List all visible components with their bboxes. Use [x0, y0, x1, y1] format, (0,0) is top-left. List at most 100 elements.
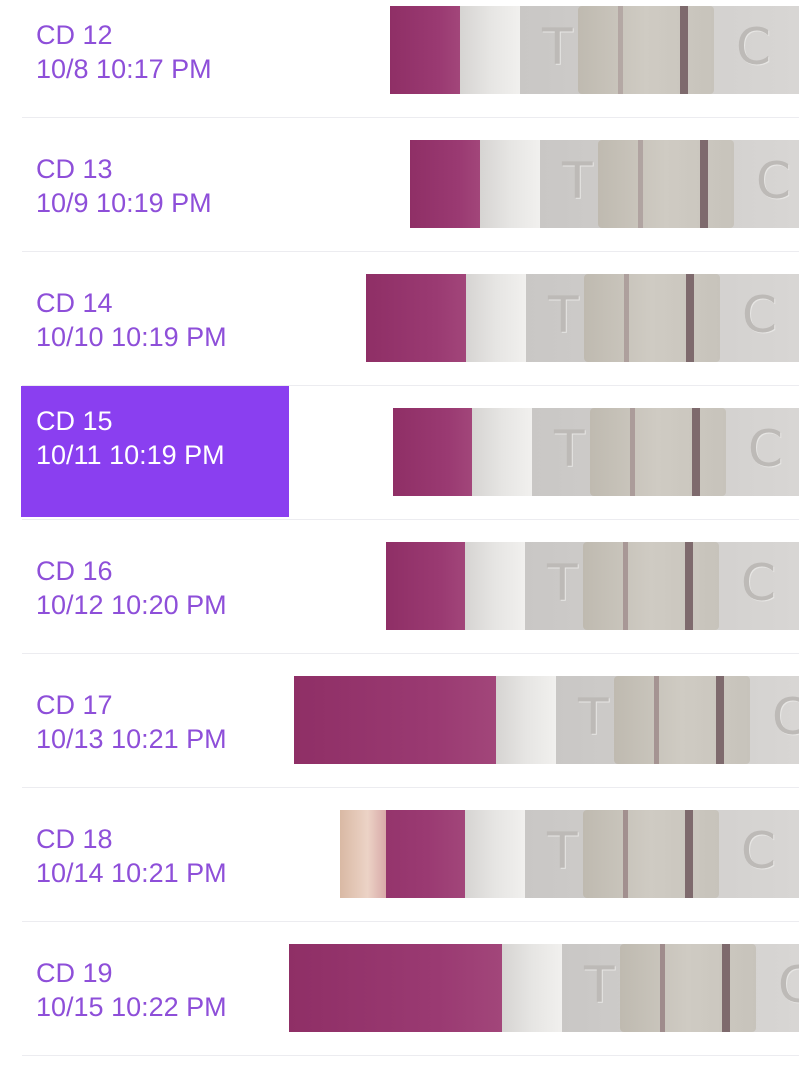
control-line: [685, 542, 693, 630]
test-strip-photo[interactable]: T C: [390, 6, 799, 94]
test-strip-photo[interactable]: T C: [340, 810, 799, 898]
strip-gap: [480, 140, 540, 228]
control-line: [686, 274, 694, 362]
strip-gap: [465, 810, 525, 898]
test-label[interactable]: CD 17 10/13 10:21 PM: [21, 670, 289, 801]
strip-body: T C: [526, 274, 799, 362]
divider: [22, 921, 799, 922]
test-letter: T: [547, 554, 578, 612]
strip-body: T C: [525, 542, 799, 630]
divider: [22, 251, 799, 252]
cycle-day: CD 16: [36, 556, 113, 586]
test-strip-photo[interactable]: T C: [294, 676, 799, 764]
result-window: [620, 944, 756, 1032]
test-label[interactable]: CD 18 10/14 10:21 PM: [21, 804, 289, 935]
strip-body: T C: [540, 140, 799, 228]
strip-gap: [472, 408, 532, 496]
test-list-item[interactable]: CD 13 10/9 10:19 PM T C: [0, 118, 799, 252]
control-letter: C: [736, 18, 771, 76]
strip-body: T C: [562, 944, 799, 1032]
test-label[interactable]: CD 15 10/11 10:19 PM: [21, 386, 289, 517]
cycle-day: CD 18: [36, 824, 113, 854]
test-list-item[interactable]: CD 12 10/8 10:17 PM T C: [0, 0, 799, 118]
divider: [22, 1055, 799, 1056]
test-letter: T: [562, 152, 593, 210]
test-label[interactable]: CD 19 10/15 10:22 PM: [21, 938, 289, 1069]
test-strip-photo[interactable]: T C: [289, 944, 799, 1032]
test-list-item[interactable]: CD 14 10/10 10:19 PM T C: [0, 252, 799, 386]
control-line: [680, 6, 688, 94]
finger: [340, 810, 386, 898]
control-line: [700, 140, 708, 228]
result-window: [614, 676, 750, 764]
cycle-day: CD 14: [36, 288, 113, 318]
control-letter: C: [742, 286, 777, 344]
test-list-item[interactable]: CD 16 10/12 10:20 PM T C: [0, 520, 799, 654]
strip-handle: [410, 140, 480, 228]
test-line: [630, 408, 635, 496]
test-line: [623, 542, 628, 630]
test-list-item[interactable]: CD 19 10/15 10:22 PM T C: [0, 922, 799, 1056]
control-line: [722, 944, 730, 1032]
result-window: [598, 140, 734, 228]
control-line: [692, 408, 700, 496]
test-datetime: 10/11 10:19 PM: [36, 440, 225, 470]
cycle-day: CD 17: [36, 690, 113, 720]
test-letter: T: [584, 956, 615, 1014]
result-window: [578, 6, 714, 94]
divider: [22, 117, 799, 118]
test-line: [638, 140, 643, 228]
strip-gap: [502, 944, 562, 1032]
divider: [22, 653, 799, 654]
test-strip-photo[interactable]: T C: [410, 140, 799, 228]
control-letter: C: [778, 956, 799, 1014]
result-window: [583, 542, 719, 630]
test-label[interactable]: CD 16 10/12 10:20 PM: [21, 536, 289, 667]
test-datetime: 10/15 10:22 PM: [36, 992, 227, 1022]
test-list-item[interactable]: CD 15 10/11 10:19 PM T C: [0, 386, 799, 520]
test-strip-photo[interactable]: T C: [393, 408, 799, 496]
test-line: [618, 6, 623, 94]
result-window: [590, 408, 726, 496]
test-label[interactable]: CD 12 10/8 10:17 PM: [21, 0, 289, 131]
cycle-day: CD 19: [36, 958, 113, 988]
test-line: [624, 274, 629, 362]
test-strip-photo[interactable]: T C: [386, 542, 799, 630]
control-letter: C: [741, 822, 776, 880]
test-datetime: 10/9 10:19 PM: [36, 188, 212, 218]
control-letter: C: [748, 420, 783, 478]
test-strip-photo[interactable]: T C: [366, 274, 799, 362]
strip-gap: [496, 676, 556, 764]
test-list-item[interactable]: CD 18 10/14 10:21 PM T C: [0, 788, 799, 922]
test-datetime: 10/10 10:19 PM: [36, 322, 227, 352]
test-letter: T: [554, 420, 585, 478]
test-list-item[interactable]: CD 17 10/13 10:21 PM T C: [0, 654, 799, 788]
test-line: [654, 676, 659, 764]
test-datetime: 10/8 10:17 PM: [36, 54, 212, 84]
divider: [22, 787, 799, 788]
test-label[interactable]: CD 13 10/9 10:19 PM: [21, 134, 289, 265]
strip-body: T C: [532, 408, 799, 496]
test-letter: T: [547, 822, 578, 880]
divider: [22, 519, 799, 520]
control-line: [685, 810, 693, 898]
cycle-day: CD 12: [36, 20, 113, 50]
test-letter: T: [548, 286, 579, 344]
test-datetime: 10/13 10:21 PM: [36, 724, 227, 754]
test-letter: T: [542, 18, 573, 76]
strip-handle: [390, 6, 460, 94]
strip-body: T C: [520, 6, 799, 94]
test-line: [623, 810, 628, 898]
test-label[interactable]: CD 14 10/10 10:19 PM: [21, 268, 289, 399]
strip-handle: [366, 274, 466, 362]
test-letter: T: [578, 688, 609, 746]
strip-handle: [294, 676, 496, 764]
test-datetime: 10/14 10:21 PM: [36, 858, 227, 888]
strip-handle: [393, 408, 472, 496]
cycle-day: CD 13: [36, 154, 113, 184]
test-line: [660, 944, 665, 1032]
cycle-day: CD 15: [36, 406, 113, 436]
result-window: [583, 810, 719, 898]
strip-gap: [466, 274, 526, 362]
strip-gap: [460, 6, 520, 94]
